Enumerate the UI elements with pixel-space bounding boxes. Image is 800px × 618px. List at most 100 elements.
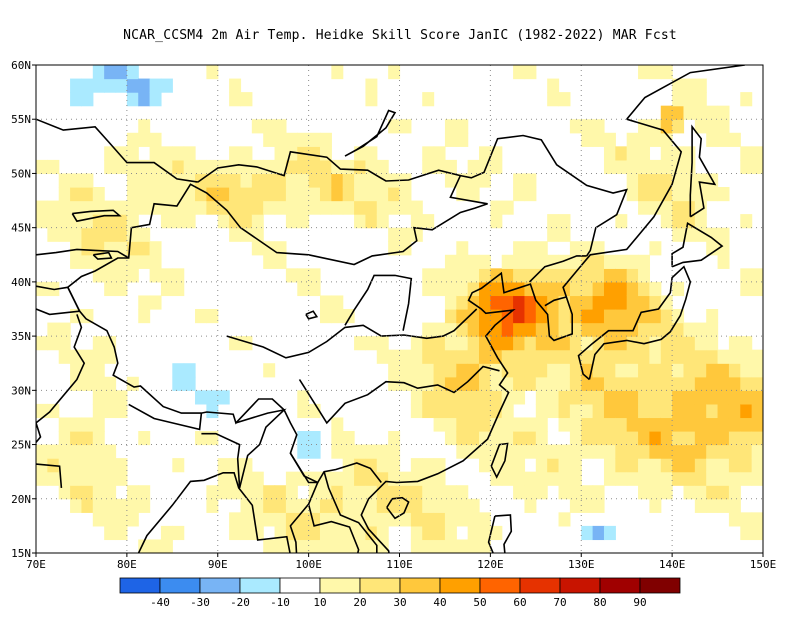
heatmap-cell <box>115 281 128 297</box>
heatmap-cell <box>195 200 207 215</box>
heatmap-cell <box>547 376 560 391</box>
heatmap-cell <box>456 309 469 324</box>
heatmap-cell <box>342 444 355 459</box>
heatmap-cell <box>81 417 94 432</box>
heatmap-cell <box>331 187 344 202</box>
border-laos-thailand <box>307 504 360 553</box>
coastline-east-asia <box>360 65 745 553</box>
heatmap-cell <box>603 349 616 364</box>
heatmap-cell <box>297 512 310 527</box>
heatmap-cell <box>501 363 514 378</box>
heatmap-cell <box>365 214 378 229</box>
heatmap-cell <box>626 281 639 297</box>
heatmap-cell <box>319 187 332 202</box>
heatmap-cell <box>70 309 83 324</box>
heatmap-cell <box>217 187 230 202</box>
heatmap-cell <box>388 65 401 80</box>
heatmap-cell <box>592 119 605 134</box>
heatmap-cell <box>388 363 401 378</box>
heatmap-cell <box>581 349 594 364</box>
heatmap-cell <box>524 268 537 283</box>
heatmap-cell <box>342 471 355 486</box>
heatmap-cell <box>172 146 185 161</box>
heatmap-cell <box>354 200 367 215</box>
heatmap-cell <box>717 119 730 134</box>
heatmap-cell <box>740 336 753 351</box>
heatmap-cell <box>342 173 355 188</box>
heatmap-cell <box>308 512 321 527</box>
heatmap-cell <box>160 78 173 93</box>
heatmap-cell <box>490 471 503 486</box>
heatmap-cell <box>751 159 763 175</box>
heatmap-cell <box>331 512 344 527</box>
heatmap-cell <box>740 363 753 378</box>
heatmap-cell <box>115 78 128 93</box>
heatmap-cell <box>251 471 264 486</box>
heatmap-cell <box>558 268 571 283</box>
heatmap-cell <box>308 281 321 297</box>
heatmap-cell <box>513 241 526 256</box>
heatmap-cell <box>92 403 105 419</box>
heatmap-cell <box>558 485 571 500</box>
heatmap-cell <box>456 281 469 297</box>
heatmap-cell <box>206 431 219 446</box>
heatmap-cell <box>433 471 446 486</box>
heatmap-cell <box>456 295 469 310</box>
colorbar-swatch <box>159 577 201 594</box>
heatmap-cell <box>467 498 480 513</box>
heatmap-cell <box>456 336 469 351</box>
rivers-china <box>226 308 478 359</box>
heatmap-cell <box>479 159 491 175</box>
heatmap-cell <box>206 485 219 500</box>
heatmap-cell <box>126 132 139 147</box>
heatmap-cell <box>626 471 639 486</box>
heatmap-cell <box>92 65 105 80</box>
heatmap-cell <box>717 485 730 500</box>
heatmap-cell <box>751 471 763 486</box>
heatmap-cell <box>285 159 298 175</box>
heatmap-cell <box>331 498 344 513</box>
border-indochina <box>323 471 378 553</box>
heatmap-cell <box>81 254 94 269</box>
heatmap-cell <box>81 187 94 202</box>
heatmap-cell <box>388 485 401 500</box>
heatmap-cell <box>308 471 321 486</box>
heatmap-cell <box>592 309 605 324</box>
heatmap-cell <box>706 444 719 459</box>
heatmap-cell <box>160 159 173 175</box>
heatmap-cell <box>229 336 242 351</box>
heatmap-cell <box>694 485 707 500</box>
heatmap-cell <box>672 173 685 188</box>
heatmap-cell <box>274 173 287 188</box>
heatmap-cell <box>172 187 185 202</box>
heatmap-cell <box>297 471 310 486</box>
heatmap-cell <box>501 376 514 391</box>
colorbar-swatch <box>599 577 641 594</box>
heatmap-cell <box>581 376 594 391</box>
heatmap-cell <box>172 268 185 283</box>
heatmap-cell <box>297 539 310 553</box>
heatmap-cell <box>479 417 491 432</box>
heatmap-cell <box>717 390 730 405</box>
heatmap-cell <box>547 349 560 364</box>
heatmap-cell <box>376 214 389 229</box>
heatmap-cell <box>388 227 401 242</box>
heatmap-cell <box>660 173 673 188</box>
heatmap-cell <box>285 200 298 215</box>
heatmap-cell <box>728 336 741 351</box>
heatmap-cell <box>433 349 446 364</box>
heatmap-cell <box>354 498 367 513</box>
heatmap-cell <box>433 336 446 351</box>
heatmap-cell <box>558 254 571 269</box>
heatmap-cell <box>149 132 162 147</box>
heatmap-cell <box>206 498 219 513</box>
heatmap-cell <box>672 214 685 229</box>
heatmap-cell <box>569 485 582 500</box>
heatmap-cell <box>490 322 503 337</box>
heatmap-cell <box>558 403 571 419</box>
gridlines <box>36 65 763 553</box>
heatmap-cell <box>467 512 480 527</box>
heatmap-cell <box>285 173 298 188</box>
heatmap-cell <box>319 200 332 215</box>
heatmap-cell <box>547 309 560 324</box>
